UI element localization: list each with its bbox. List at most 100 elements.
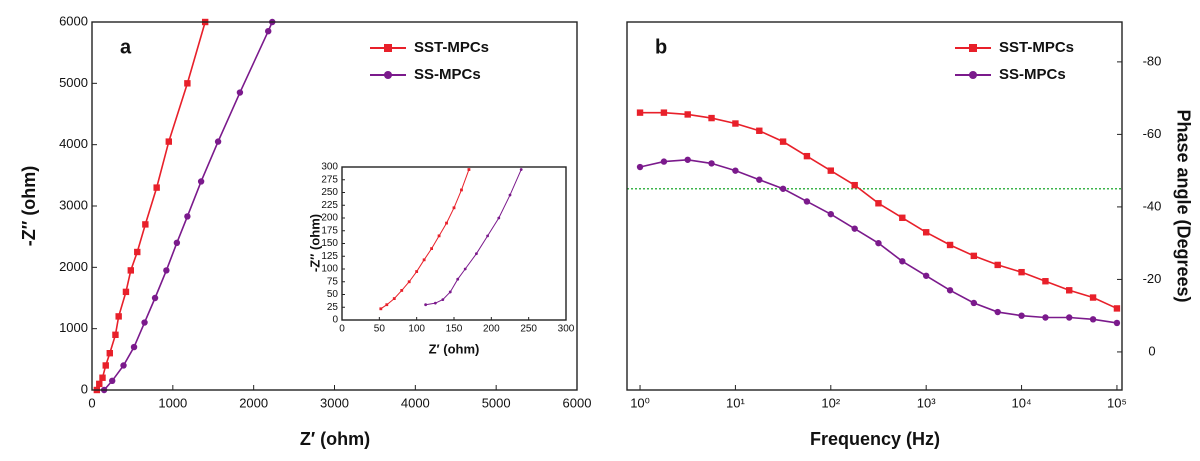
data-point xyxy=(141,319,148,326)
data-point xyxy=(994,261,1001,269)
y-tick-label: 200 xyxy=(321,213,338,224)
data-point xyxy=(236,89,244,96)
x-tick-label: 0 xyxy=(88,395,95,410)
data-point xyxy=(1089,316,1097,323)
data-point xyxy=(112,331,119,338)
data-point xyxy=(1018,312,1025,319)
data-point xyxy=(779,185,787,192)
y-tick-label: 0 xyxy=(81,381,88,396)
data-point xyxy=(120,362,127,369)
x-tick-label: 10² xyxy=(821,395,840,410)
data-point xyxy=(122,288,130,296)
data-point xyxy=(636,109,644,116)
legend-label: SST-MPCs xyxy=(414,39,489,56)
data-point xyxy=(134,248,141,256)
panel-label: b xyxy=(655,36,667,58)
y-tick-label: 225 xyxy=(321,200,338,211)
data-point xyxy=(1042,278,1049,285)
y2-tick-label: -80 xyxy=(1143,53,1162,68)
data-point xyxy=(508,193,512,197)
x-tick-label: 10⁴ xyxy=(1012,395,1032,410)
data-point xyxy=(173,239,181,246)
data-point xyxy=(430,247,433,250)
x-tick-label: 200 xyxy=(483,324,500,335)
data-point xyxy=(151,294,159,302)
data-point xyxy=(851,225,858,232)
y2-tick-label: 0 xyxy=(1148,343,1155,358)
x-tick-label: 150 xyxy=(446,324,463,335)
y-axis-title: -Z″ (ohm) xyxy=(307,214,322,272)
y-tick-label: 125 xyxy=(321,251,338,262)
y-tick-label: 3000 xyxy=(59,197,88,212)
data-point xyxy=(437,234,441,238)
data-point xyxy=(467,168,471,171)
data-point xyxy=(475,252,478,256)
legend-label: SS-MPCs xyxy=(414,66,481,83)
data-point xyxy=(756,176,763,183)
y-tick-label: 1000 xyxy=(59,320,88,335)
x-tick-label: 300 xyxy=(558,324,575,335)
data-point xyxy=(448,290,452,294)
data-point xyxy=(519,168,523,171)
data-point xyxy=(827,210,834,218)
y-tick-label: 150 xyxy=(321,238,338,249)
data-point xyxy=(660,158,668,165)
y-tick-label: 25 xyxy=(327,302,339,313)
data-point xyxy=(415,270,419,273)
data-point xyxy=(970,252,978,260)
data-point xyxy=(184,80,191,87)
data-point xyxy=(96,380,103,388)
y2-tick-label: -60 xyxy=(1143,126,1162,141)
data-point xyxy=(497,216,501,220)
data-point xyxy=(379,307,383,311)
data-point xyxy=(400,289,404,292)
x-tick-label: 1000 xyxy=(158,395,187,410)
chart-panel: 10⁰ 10¹ 10² 10³ 10⁴ 10⁵ -80 -60 -40 -20 0 SST-MPCs S… xyxy=(626,21,1193,449)
data-point xyxy=(779,138,787,145)
x-tick-label: 5000 xyxy=(482,395,511,410)
x-tick-label: 100 xyxy=(408,324,425,335)
data-point xyxy=(660,109,668,116)
plot-frame xyxy=(341,166,567,321)
x-tick-label: 10¹ xyxy=(726,395,745,410)
plot-frame xyxy=(626,21,1123,391)
data-point xyxy=(946,241,954,249)
data-point xyxy=(636,163,644,171)
data-point xyxy=(463,267,467,271)
y-tick-label: 50 xyxy=(327,289,339,300)
data-point xyxy=(732,120,739,127)
data-point xyxy=(1042,314,1049,321)
data-point xyxy=(165,138,172,145)
data-point xyxy=(392,297,396,300)
data-point xyxy=(708,114,715,122)
x-axis-title: Z′ (ohm) xyxy=(429,341,480,356)
data-point xyxy=(1066,314,1073,321)
legend-label: SST-MPCs xyxy=(999,39,1074,56)
y-tick-label: 250 xyxy=(321,187,338,198)
data-point xyxy=(407,280,411,284)
x-axis-title: Frequency (Hz) xyxy=(810,429,940,449)
data-point xyxy=(994,308,1001,316)
legend-label: SS-MPCs xyxy=(999,66,1066,83)
x-tick-label: 250 xyxy=(520,324,537,335)
series-line xyxy=(103,21,273,391)
data-point xyxy=(922,229,930,236)
data-point xyxy=(803,198,811,205)
data-point xyxy=(684,156,691,163)
y-tick-label: 300 xyxy=(321,162,338,173)
data-point xyxy=(153,184,160,191)
y-tick-label: 2000 xyxy=(59,259,88,274)
data-point xyxy=(875,200,882,207)
y-axis-title: -Z″ (ohm) xyxy=(19,166,39,247)
x-tick-label: 10⁰ xyxy=(630,395,650,410)
data-point xyxy=(142,221,149,228)
data-point xyxy=(732,167,739,174)
data-point xyxy=(214,138,222,145)
data-point xyxy=(946,287,954,294)
inset-background xyxy=(342,167,566,320)
data-point xyxy=(827,167,834,174)
y2-tick-label: -40 xyxy=(1143,198,1162,213)
data-point xyxy=(1066,287,1073,294)
chart-panel: 0 1000 2000 3000 4000 5000 6000010002000300040… xyxy=(19,13,592,448)
x-tick-label: 2000 xyxy=(239,395,268,410)
